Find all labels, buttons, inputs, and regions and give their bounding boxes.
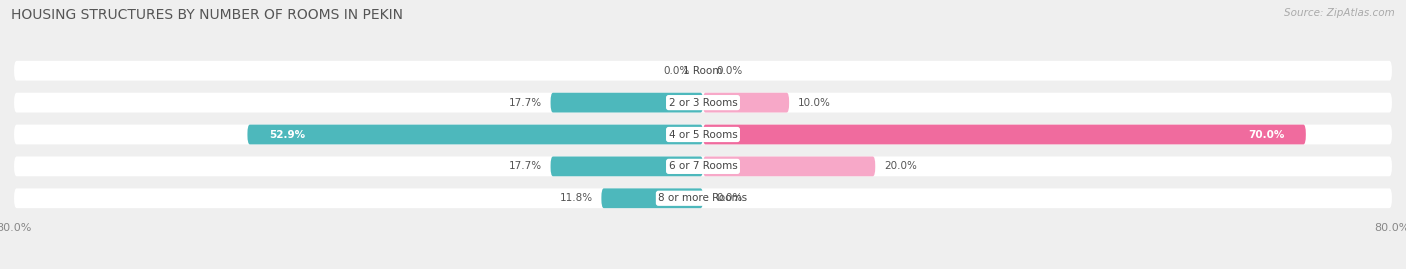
FancyBboxPatch shape xyxy=(14,125,1392,144)
Text: 11.8%: 11.8% xyxy=(560,193,593,203)
Text: 2 or 3 Rooms: 2 or 3 Rooms xyxy=(669,98,737,108)
Text: 8 or more Rooms: 8 or more Rooms xyxy=(658,193,748,203)
Text: 0.0%: 0.0% xyxy=(716,193,742,203)
FancyBboxPatch shape xyxy=(703,157,875,176)
FancyBboxPatch shape xyxy=(551,157,703,176)
Text: 70.0%: 70.0% xyxy=(1249,129,1284,140)
Text: 52.9%: 52.9% xyxy=(269,129,305,140)
FancyBboxPatch shape xyxy=(247,125,703,144)
Text: 0.0%: 0.0% xyxy=(716,66,742,76)
FancyBboxPatch shape xyxy=(14,61,1392,81)
Text: 17.7%: 17.7% xyxy=(509,161,541,171)
Text: 20.0%: 20.0% xyxy=(884,161,917,171)
Text: Source: ZipAtlas.com: Source: ZipAtlas.com xyxy=(1284,8,1395,18)
FancyBboxPatch shape xyxy=(14,93,1392,112)
Text: 0.0%: 0.0% xyxy=(664,66,690,76)
Text: 10.0%: 10.0% xyxy=(797,98,831,108)
FancyBboxPatch shape xyxy=(602,188,703,208)
FancyBboxPatch shape xyxy=(14,188,1392,208)
Text: 1 Room: 1 Room xyxy=(683,66,723,76)
FancyBboxPatch shape xyxy=(703,93,789,112)
Text: 4 or 5 Rooms: 4 or 5 Rooms xyxy=(669,129,737,140)
FancyBboxPatch shape xyxy=(703,125,1306,144)
Text: HOUSING STRUCTURES BY NUMBER OF ROOMS IN PEKIN: HOUSING STRUCTURES BY NUMBER OF ROOMS IN… xyxy=(11,8,404,22)
FancyBboxPatch shape xyxy=(551,93,703,112)
Text: 17.7%: 17.7% xyxy=(509,98,541,108)
Text: 6 or 7 Rooms: 6 or 7 Rooms xyxy=(669,161,737,171)
FancyBboxPatch shape xyxy=(14,157,1392,176)
